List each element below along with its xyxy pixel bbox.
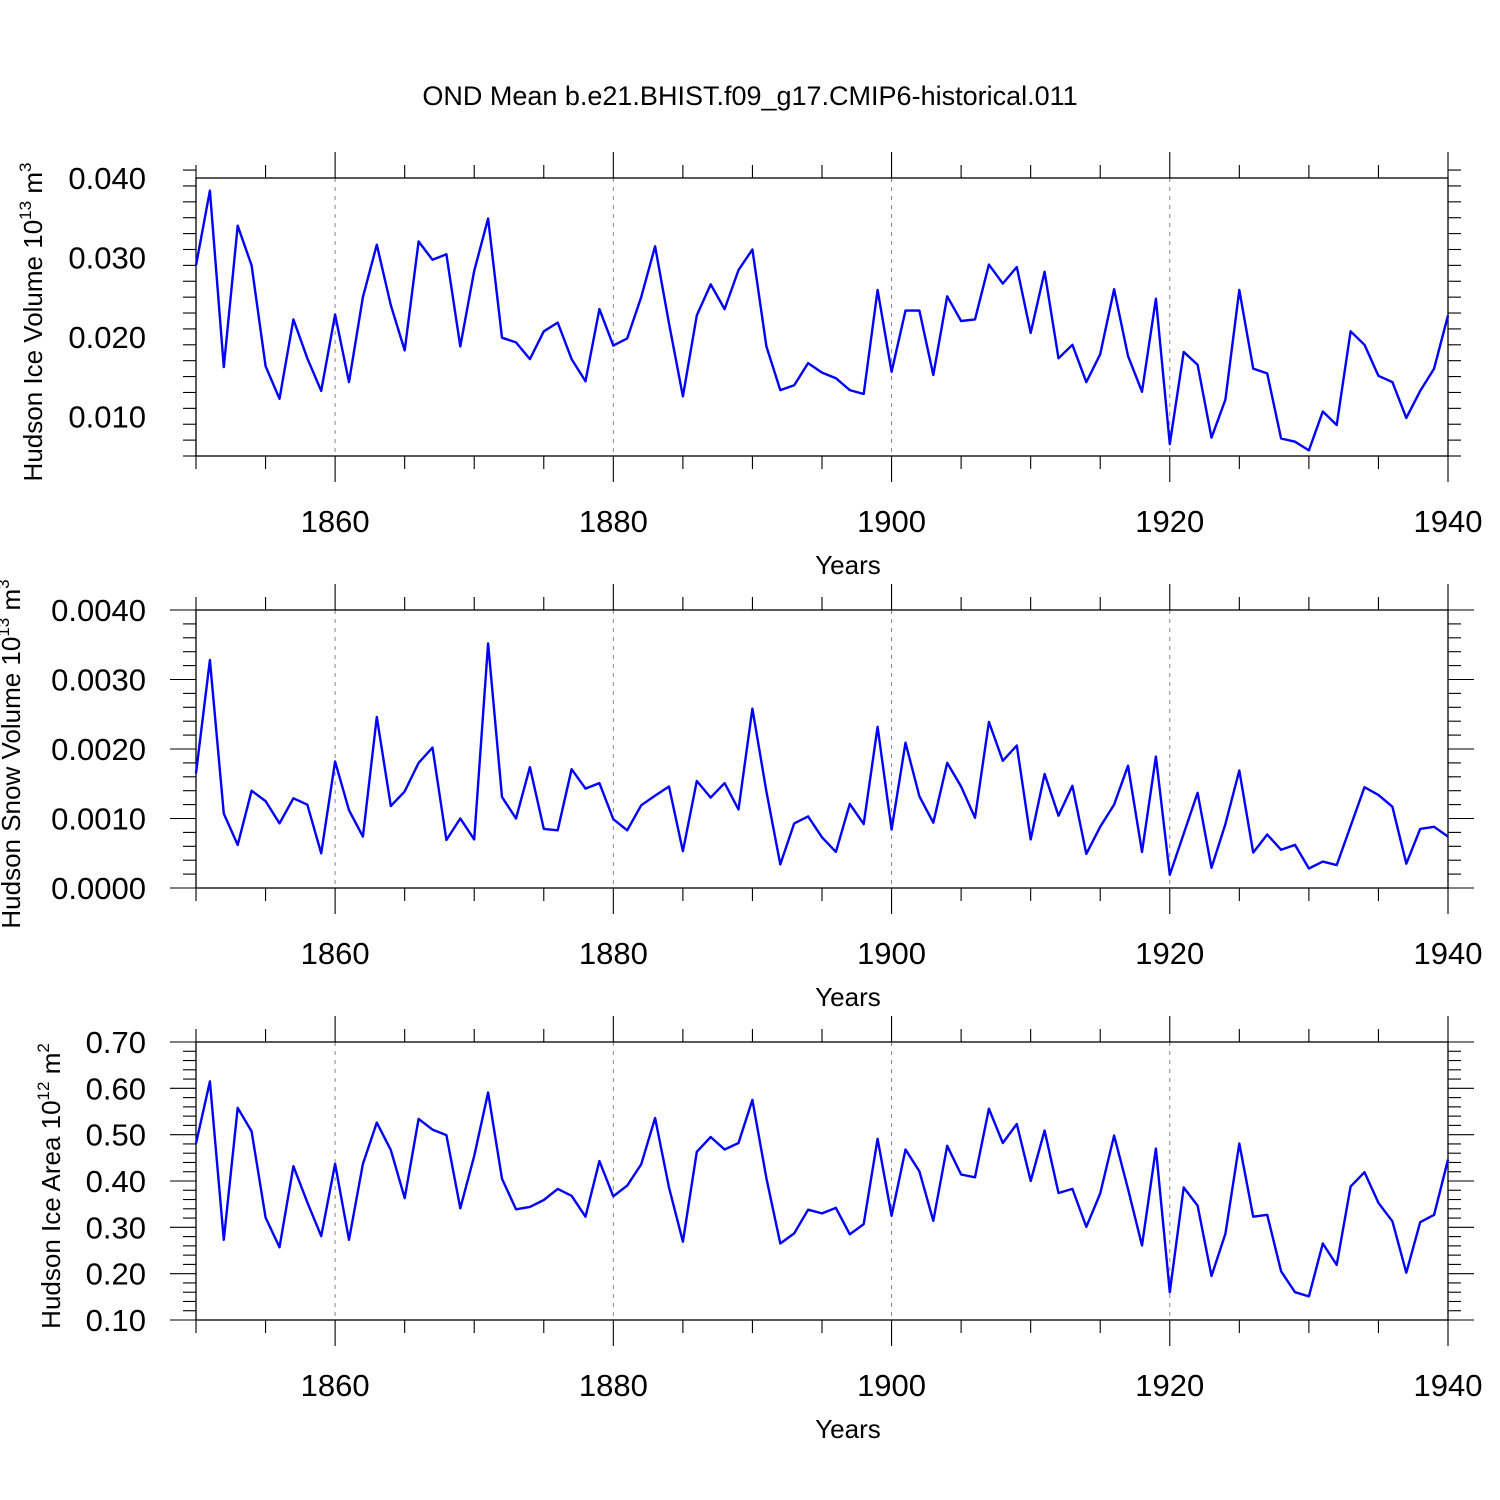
y-tick-label: 0.30 bbox=[86, 1210, 146, 1245]
panel-1: 0.010 0.020 0.030 0.040 1860 1880 1900 1920 1940… bbox=[16, 152, 1482, 580]
series-line-1 bbox=[194, 189, 1450, 452]
y-axis-label: Hudson Ice Volume 1013 m3 bbox=[16, 163, 48, 482]
x-tick-label: 1940 bbox=[1414, 1368, 1483, 1403]
y-tick-label: 0.70 bbox=[86, 1025, 146, 1060]
y-tick-label: 0.040 bbox=[68, 161, 146, 196]
panels-group: 0.010 0.020 0.030 0.040 1860 1880 1900 1920 1940… bbox=[0, 152, 1482, 1444]
y-tick-label: 0.010 bbox=[68, 399, 146, 434]
x-tick-label: 1860 bbox=[301, 504, 370, 539]
plot-frame bbox=[195, 177, 1449, 457]
y-axis-label: Hudson Ice Area 1012 m2 bbox=[34, 1043, 66, 1329]
x-tick-label: 1880 bbox=[579, 504, 648, 539]
x-tick-label: 1900 bbox=[857, 504, 926, 539]
x-tick-label: 1920 bbox=[1135, 1368, 1204, 1403]
plot-frame bbox=[195, 609, 1449, 889]
y-tick-label: 0.0030 bbox=[51, 663, 146, 698]
figure-title: OND Mean b.e21.BHIST.f09_g17.CMIP6-histo… bbox=[422, 81, 1077, 111]
y-tick-label: 0.40 bbox=[86, 1164, 146, 1199]
panel-2: 0.0000 0.0010 0.0020 0.0030 0.0040 1860 1880 19… bbox=[0, 579, 1482, 1012]
y-tick-label: 0.030 bbox=[68, 240, 146, 275]
y-tick-label: 0.10 bbox=[86, 1303, 146, 1338]
y-tick-label: 0.0010 bbox=[51, 802, 146, 837]
x-tick-label: 1940 bbox=[1414, 504, 1483, 539]
x-tick-label: 1860 bbox=[301, 936, 370, 971]
x-axis-label: Years bbox=[815, 1414, 881, 1444]
x-axis-label: Years bbox=[815, 550, 881, 580]
y-tick-label: 0.0040 bbox=[51, 593, 146, 628]
y-axis-label: Hudson Snow Volume 1013 m3 bbox=[0, 579, 26, 928]
panel-3: 0.10 0.20 0.30 0.40 0.50 0.60 0.70 1860 1880 1900… bbox=[34, 1016, 1482, 1444]
x-tick-label: 1920 bbox=[1135, 504, 1204, 539]
y-tick-label: 0.0020 bbox=[51, 732, 146, 767]
x-tick-label: 1860 bbox=[301, 1368, 370, 1403]
series-line-3 bbox=[194, 1080, 1450, 1298]
x-tick-label: 1880 bbox=[579, 1368, 648, 1403]
x-tick-label: 1900 bbox=[857, 936, 926, 971]
x-tick-label: 1920 bbox=[1135, 936, 1204, 971]
x-tick-label: 1940 bbox=[1414, 936, 1483, 971]
y-tick-label: 0.60 bbox=[86, 1071, 146, 1106]
x-axis-label: Years bbox=[815, 982, 881, 1012]
y-tick-label: 0.50 bbox=[86, 1118, 146, 1153]
plot-frame bbox=[195, 1041, 1449, 1321]
y-tick-label: 0.20 bbox=[86, 1257, 146, 1292]
y-tick-label: 0.0000 bbox=[51, 871, 146, 906]
y-tick-label: 0.020 bbox=[68, 320, 146, 355]
series-line-2 bbox=[194, 642, 1449, 876]
x-tick-label: 1900 bbox=[857, 1368, 926, 1403]
x-tick-label: 1880 bbox=[579, 936, 648, 971]
